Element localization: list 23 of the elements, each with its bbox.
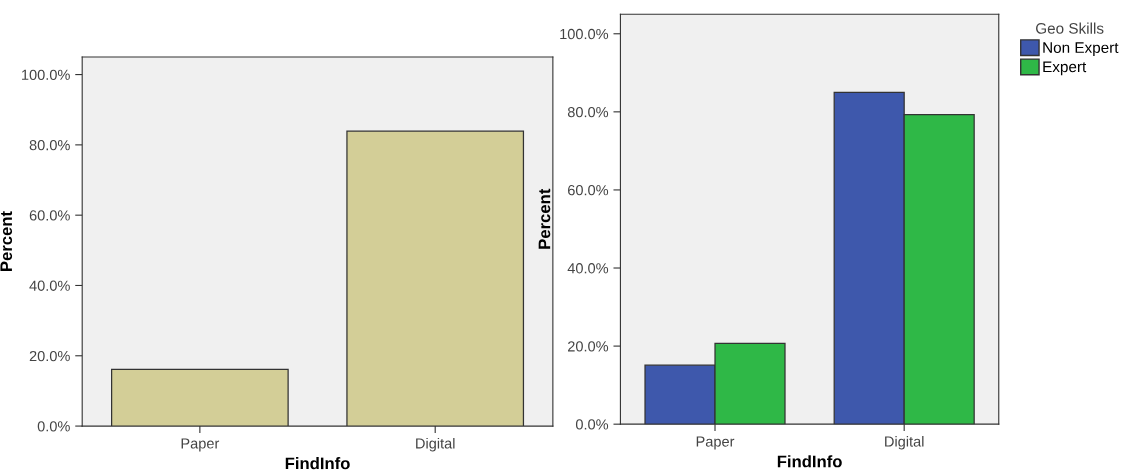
legend-label: Expert (1043, 61, 1087, 76)
y-tick-label: 0.0% (37, 421, 70, 432)
x-axis-title: FindInfo (285, 457, 350, 470)
y-tick-label: 100.0% (22, 69, 70, 80)
y-tick-label: 20.0% (29, 350, 70, 362)
y-axis-title: Percent (538, 188, 551, 249)
x-axis-title: FindInfo (777, 455, 842, 468)
legend-label: Non Expert (1043, 42, 1119, 57)
y-tick-label: 80.0% (567, 106, 609, 118)
x-tick-label: Digital (416, 437, 455, 452)
y-tick-label: 80.0% (29, 139, 70, 151)
x-tick-label: Paper (181, 438, 220, 452)
y-axis-title: Percent (0, 211, 13, 271)
legend-title: Geo Skills (1036, 22, 1104, 34)
x-tick-label: Digital (885, 435, 924, 450)
y-tick-label: 20.0% (568, 341, 609, 352)
y-tick-label: 60.0% (568, 185, 609, 196)
x-tick-label: Paper (696, 436, 735, 450)
y-tick-label: 0.0% (575, 419, 609, 430)
y-tick-label: 40.0% (29, 280, 70, 291)
y-tick-label: 40.0% (567, 263, 609, 274)
y-tick-label: 100.0% (560, 28, 609, 40)
y-tick-label: 60.0% (29, 210, 70, 221)
